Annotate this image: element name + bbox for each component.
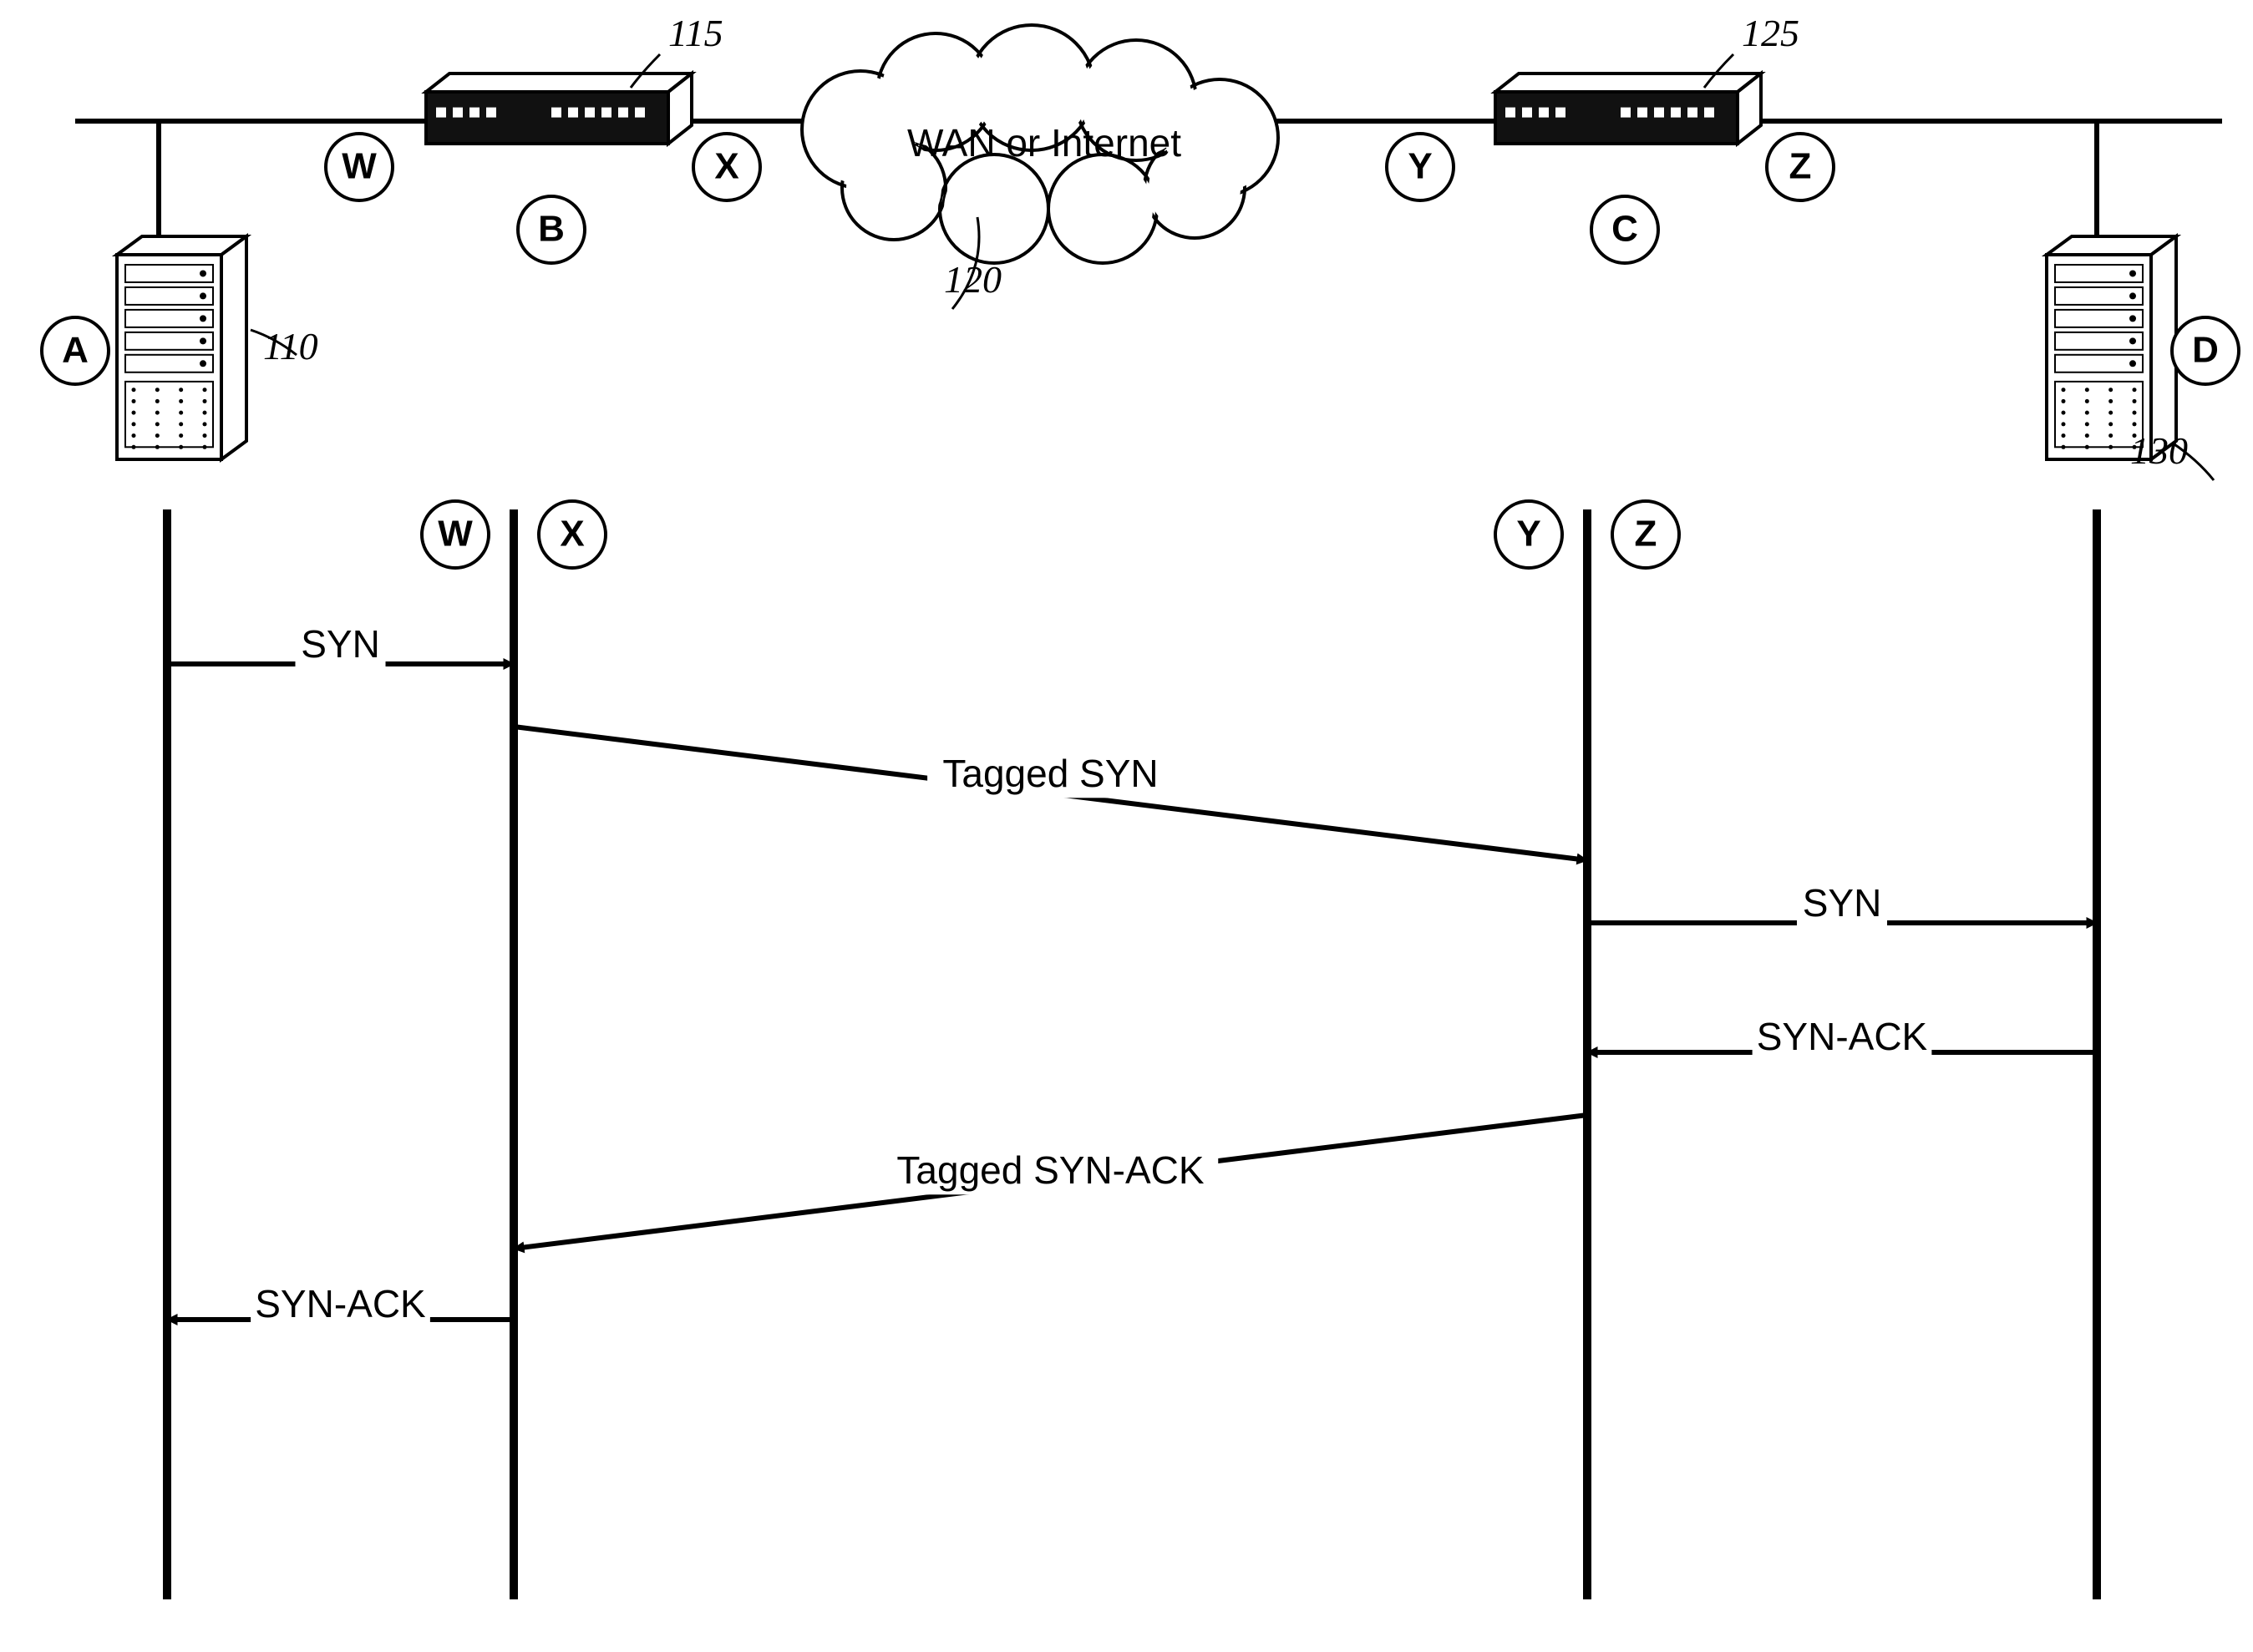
circle-label-y: Y xyxy=(1387,134,1454,200)
circle-label-x: X xyxy=(539,501,606,568)
ref-label-115: 115 xyxy=(668,12,723,54)
svg-text:B: B xyxy=(538,209,565,250)
message-label: Tagged SYN xyxy=(942,752,1158,795)
ref-label-120: 120 xyxy=(944,258,1002,301)
message-label: SYN-ACK xyxy=(1757,1015,1928,1058)
circle-label-z: Z xyxy=(1767,134,1834,200)
svg-text:X: X xyxy=(560,514,584,555)
circle-label-w: W xyxy=(422,501,489,568)
circle-label-y: Y xyxy=(1495,501,1562,568)
ref-label-125: 125 xyxy=(1742,12,1799,54)
svg-text:C: C xyxy=(1611,209,1638,250)
circle-label-b: B xyxy=(518,196,585,263)
svg-text:Z: Z xyxy=(1635,514,1657,555)
ref-label-110: 110 xyxy=(263,325,318,367)
svg-text:W: W xyxy=(342,146,377,187)
svg-text:D: D xyxy=(2192,330,2219,371)
circle-label-w: W xyxy=(326,134,393,200)
svg-text:X: X xyxy=(714,146,738,187)
server-d xyxy=(2047,236,2176,459)
svg-text:Y: Y xyxy=(1516,514,1540,555)
message-label: SYN-ACK xyxy=(255,1282,426,1325)
message-label: SYN xyxy=(1803,881,1882,925)
circle-label-z: Z xyxy=(1612,501,1679,568)
router-c xyxy=(1495,73,1761,144)
svg-text:A: A xyxy=(62,330,89,371)
cloud-label: WAN or Internet xyxy=(907,121,1181,165)
circle-label-a: A xyxy=(42,317,109,384)
circle-label-d: D xyxy=(2172,317,2239,384)
svg-text:Y: Y xyxy=(1408,146,1432,187)
circle-label-c: C xyxy=(1591,196,1658,263)
message-label: Tagged SYN-ACK xyxy=(896,1148,1204,1192)
server-a xyxy=(117,236,246,459)
svg-text:Z: Z xyxy=(1789,146,1812,187)
message-label: SYN xyxy=(301,622,380,666)
ref-label-130: 130 xyxy=(2130,429,2188,472)
router-b xyxy=(426,73,692,144)
circle-label-x: X xyxy=(693,134,760,200)
svg-text:W: W xyxy=(438,514,473,555)
